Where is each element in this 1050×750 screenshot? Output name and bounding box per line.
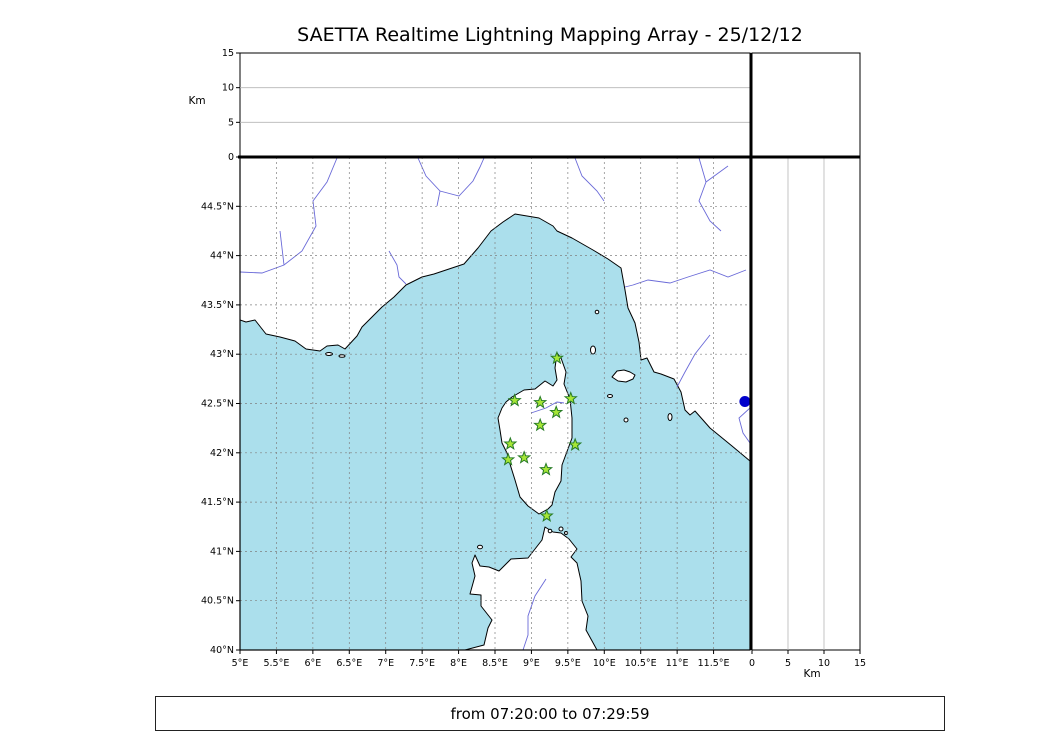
tanaro-branch-river [436, 190, 441, 207]
station-markers [501, 350, 750, 522]
lon-tick-label: 5°E [232, 658, 249, 669]
station-marker [517, 450, 532, 464]
lat-tick-label: 44.5°N [201, 201, 234, 212]
station-marker [549, 350, 564, 365]
time-range-footer: from 07:20:00 to 07:29:59 [155, 696, 945, 731]
golo-river [530, 401, 565, 414]
map-gridlines [240, 157, 750, 650]
lat-tick-label: 43.5°N [201, 300, 234, 311]
lon-tick-label: 7.5°E [409, 658, 435, 669]
lon-tick-label: 10.5°E [625, 658, 657, 669]
var-river [388, 250, 407, 285]
lat-tick-label: 43°N [210, 349, 234, 360]
station-marker [549, 404, 564, 419]
station-marker [568, 437, 583, 451]
lon-tick-label: 7°E [377, 658, 394, 669]
axis-labels: 5°E 5.5°E 6°E 6.5°E 7°E 7.5°E 8°E 8.5°E 9°E 9.5°E… [201, 48, 866, 669]
km-axis-label-left: Km [188, 95, 205, 107]
event-dot [739, 396, 750, 408]
mainland-coastline [240, 213, 750, 462]
station-marker [507, 393, 522, 407]
alt-tick-label: 5 [228, 117, 234, 128]
lat-tick-label: 41°N [210, 546, 234, 557]
alt-tick-label: 10 [222, 83, 234, 94]
station-marker [501, 452, 516, 466]
alt-tick-label: 0 [228, 152, 234, 163]
corsica-island [497, 352, 573, 515]
elba-island [611, 369, 636, 383]
reno-branch-river [705, 165, 729, 183]
durance-river [240, 157, 338, 274]
tanaro-river [417, 157, 485, 197]
lat-tick-label: 42.5°N [201, 399, 234, 410]
km-axis-label-bottom: Km [803, 668, 820, 680]
trebbia-river [574, 157, 605, 202]
lat-tick-label: 41.5°N [201, 497, 234, 508]
montecristo-island [623, 417, 629, 423]
asinara-island [477, 544, 483, 550]
alt-tick-label: 0 [749, 658, 755, 669]
station-marker [539, 508, 554, 522]
lat-tick-label: 40°N [210, 645, 234, 656]
arno-river [624, 269, 747, 288]
maddalena-island-3 [564, 531, 568, 535]
station-marker [533, 395, 548, 409]
durance-branch-river [279, 230, 285, 266]
time-range-text: from 07:20:00 to 07:29:59 [450, 704, 650, 723]
station-marker [563, 391, 578, 405]
maddalena-island [558, 526, 564, 532]
pianosa-island [607, 394, 613, 398]
lon-tick-label: 6°E [304, 658, 321, 669]
tiber-river [738, 407, 750, 444]
mainland-landmass [240, 157, 750, 461]
alt-lat-panel [751, 156, 861, 651]
lat-tick-label: 44°N [210, 251, 234, 262]
giglio-island [667, 413, 673, 421]
lon-tick-label: 9.5°E [555, 658, 581, 669]
capraia-island [590, 345, 596, 355]
alt-tick-label: 10 [818, 658, 830, 669]
lat-tick-label: 40.5°N [201, 596, 234, 607]
tirso-river [522, 578, 547, 650]
porquerolles-island [338, 354, 346, 358]
lon-tick-label: 8°E [450, 658, 467, 669]
lon-tick-label: 11.5°E [698, 658, 730, 669]
alt-tick-label: 15 [222, 48, 234, 59]
lon-tick-label: 6.5°E [336, 658, 362, 669]
sardinia-landmass [465, 527, 597, 650]
alt-tick-label: 5 [785, 658, 791, 669]
alt-tick-label: 15 [854, 658, 866, 669]
lat-tick-label: 42°N [210, 448, 234, 459]
alt-lon-gridlines [240, 87, 750, 123]
reno-river [698, 157, 722, 232]
lon-tick-label: 11°E [666, 658, 689, 669]
alt-histogram-panel [751, 52, 861, 158]
lon-tick-label: 10°E [593, 658, 616, 669]
axis-ticks [236, 52, 861, 654]
station-marker [503, 436, 518, 451]
station-marker [533, 417, 548, 432]
maddalena-island-2 [547, 528, 553, 534]
station-marker [538, 462, 554, 476]
gorgona-island [594, 309, 600, 315]
plot-title: SAETTA Realtime Lightning Mapping Array … [297, 24, 803, 46]
alt-lon-panel [239, 52, 751, 158]
lon-tick-label: 9°E [523, 658, 540, 669]
map-panel [240, 157, 750, 650]
lon-tick-label: 5.5°E [263, 658, 289, 669]
alt-lat-gridlines [787, 157, 825, 650]
lon-tick-label: 8.5°E [482, 658, 508, 669]
ombrone-river [676, 334, 711, 388]
